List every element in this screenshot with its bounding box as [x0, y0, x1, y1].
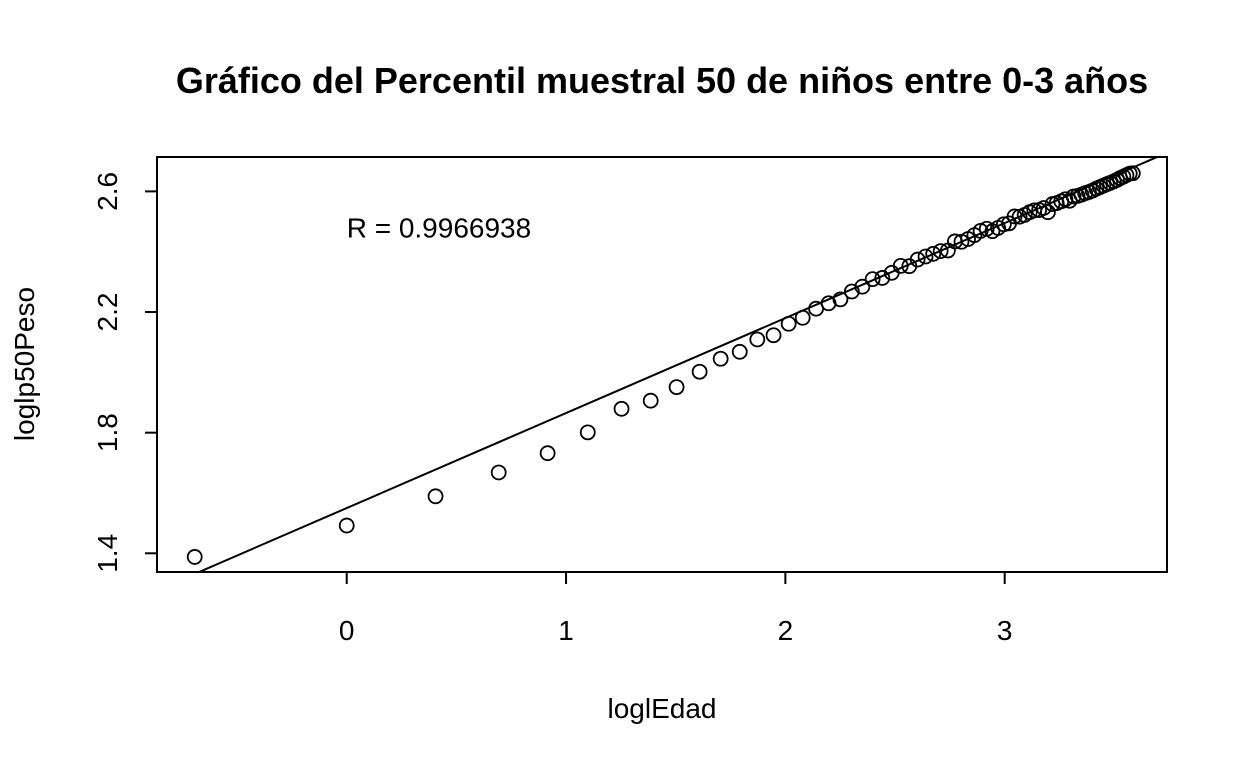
- data-point: [186, 549, 203, 565]
- data-point: [765, 327, 782, 344]
- y-axis-label: loglp50Peso: [9, 287, 40, 441]
- data-point: [642, 392, 659, 409]
- data-point: [539, 445, 556, 462]
- chart-title: Gráfico del Percentil muestral 50 de niñ…: [176, 60, 1148, 101]
- data-point: [691, 363, 708, 380]
- data-point: [1040, 204, 1056, 221]
- data-point: [490, 464, 507, 481]
- data-point: [864, 271, 881, 288]
- y-axis: 1.4 1.8 2.2 2.6: [92, 172, 157, 573]
- y-tick-label: 1.8: [92, 413, 123, 452]
- x-axis: 0 1 2 3: [339, 572, 1013, 646]
- data-point: [731, 343, 748, 360]
- x-tick-label: 3: [997, 615, 1013, 646]
- x-tick-label: 2: [778, 615, 794, 646]
- data-point: [932, 243, 949, 259]
- data-point: [874, 270, 891, 286]
- x-tick-label: 0: [339, 615, 355, 646]
- data-point: [832, 291, 849, 308]
- plot-frame: [156, 156, 1168, 573]
- data-point: [579, 424, 596, 441]
- data-point: [427, 488, 444, 505]
- y-tick-label: 2.2: [92, 293, 123, 332]
- data-point: [712, 350, 729, 367]
- data-point: [668, 379, 685, 396]
- x-axis-label: loglEdad: [608, 693, 717, 724]
- data-point: [843, 283, 860, 300]
- data-point: [1124, 165, 1141, 182]
- data-point: [925, 245, 942, 262]
- y-tick-label: 1.4: [92, 534, 123, 573]
- data-point: [613, 400, 630, 417]
- data-point: [1006, 208, 1023, 225]
- data-point: [892, 257, 909, 274]
- y-tick-label: 2.6: [92, 172, 123, 211]
- data-points: [186, 165, 1141, 565]
- x-tick-label: 1: [558, 615, 574, 646]
- data-point: [995, 216, 1012, 233]
- data-point: [749, 331, 766, 348]
- data-point: [780, 315, 797, 332]
- regression-line: [196, 157, 1160, 572]
- correlation-annotation: R = 0.9966938: [347, 213, 532, 244]
- data-point: [794, 309, 811, 326]
- data-point: [909, 251, 926, 268]
- data-point: [338, 517, 355, 534]
- data-point: [917, 248, 934, 265]
- data-point: [854, 278, 871, 295]
